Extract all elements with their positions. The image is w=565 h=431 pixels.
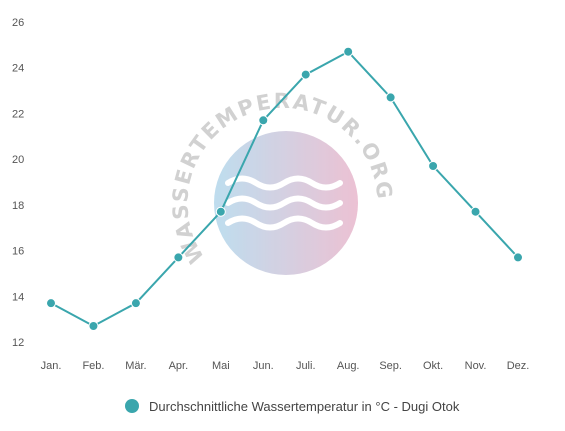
data-point[interactable] — [470, 206, 481, 217]
data-point[interactable] — [215, 206, 226, 217]
data-point[interactable] — [88, 321, 99, 331]
y-tick-label: 18 — [12, 200, 24, 212]
x-tick-label: Nov. — [465, 360, 487, 372]
series-line — [50, 50, 519, 328]
y-tick-label: 12 — [12, 337, 24, 349]
y-tick-label: 26 — [12, 17, 24, 29]
x-tick-label: Sep. — [379, 360, 402, 372]
data-point[interactable] — [300, 69, 311, 80]
y-tick-label: 16 — [12, 246, 24, 258]
x-tick-label: Jun. — [253, 360, 274, 372]
data-point[interactable] — [428, 161, 439, 171]
watermark-logo: WASSERTEMPERATUR.ORG — [168, 89, 395, 275]
y-tick-label: 24 — [12, 63, 24, 75]
data-point[interactable] — [173, 252, 184, 263]
watermark-waves — [225, 175, 343, 231]
plot-area — [46, 46, 523, 331]
y-axis: 12 14 16 18 20 22 24 26 — [12, 17, 24, 349]
x-tick-label: Apr. — [169, 360, 189, 372]
y-tick-label: 14 — [12, 291, 24, 303]
y-tick-label: 22 — [12, 108, 24, 120]
data-point[interactable] — [46, 298, 56, 309]
data-point[interactable] — [343, 46, 354, 57]
data-point[interactable] — [258, 115, 269, 126]
data-point[interactable] — [385, 92, 396, 103]
legend-marker — [125, 399, 139, 413]
x-tick-label: Jan. — [41, 360, 62, 372]
x-tick-label: Aug. — [337, 360, 360, 372]
x-tick-label: Mai — [212, 360, 230, 372]
x-tick-label: Juli. — [296, 360, 316, 372]
x-axis: Jan. Feb. Mär. Apr. Mai Jun. Juli. Aug. Sep. Okt.… — [41, 360, 530, 372]
x-tick-label: Feb. — [82, 360, 104, 372]
x-tick-label: Mär. — [125, 360, 146, 372]
x-tick-label: Okt. — [423, 360, 443, 372]
legend-label: Durchschnittliche Wassertemperatur in °C… — [149, 399, 460, 414]
data-point[interactable] — [130, 298, 141, 309]
legend: Durchschnittliche Wassertemperatur in °C… — [125, 399, 460, 414]
x-tick-label: Dez. — [507, 360, 530, 372]
y-tick-label: 20 — [12, 154, 24, 166]
data-point[interactable] — [513, 252, 523, 263]
